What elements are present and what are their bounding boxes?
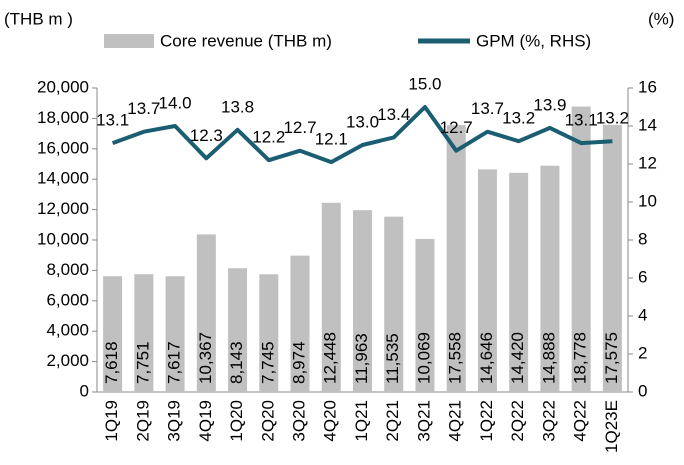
bar [384,216,404,392]
bar-value-label: 17,558 [446,332,465,384]
x-tick-label: 2Q22 [508,400,527,442]
y2-tick-label: 8 [638,229,647,248]
legend-label: GPM (%, RHS) [476,31,591,50]
bar [321,202,341,392]
bar [602,124,622,393]
bar-value-label: 7,751 [133,341,152,384]
y-tick-label: 14,000 [37,169,89,188]
x-tick-label: 2Q19 [133,400,152,442]
x-tick-label: 1Q23E [602,400,621,453]
x-tick-label: 2Q21 [383,400,402,442]
y2-axis-title: (%) [648,9,674,28]
line-value-label: 13.2 [502,109,535,128]
y-tick-label: 6,000 [46,290,89,309]
y-tick-label: 18,000 [37,108,89,127]
x-tick-label: 3Q22 [539,400,558,442]
line-value-label: 12.3 [190,126,223,145]
x-tick-label: 4Q19 [196,400,215,442]
y2-tick-label: 4 [638,305,647,324]
bar [571,106,591,392]
bar [446,125,466,392]
bar-value-label: 7,618 [102,341,121,384]
x-tick-label: 1Q22 [477,400,496,442]
y-tick-label: 8,000 [46,260,89,279]
y-tick-label: 2,000 [46,351,89,370]
y2-tick-label: 2 [638,343,647,362]
bar [415,238,435,392]
x-tick-label: 3Q19 [165,400,184,442]
line-value-label: 13.8 [221,97,254,116]
legend-swatch [104,34,154,48]
x-tick-label: 1Q20 [227,400,246,442]
bar-value-label: 14,646 [477,332,496,384]
legend-label: Core revenue (THB m) [160,31,332,50]
bar-value-label: 14,420 [508,332,527,384]
bar-value-label: 14,888 [539,332,558,384]
bar [290,255,310,392]
y2-tick-label: 12 [638,153,657,172]
bar-value-label: 10,069 [414,332,433,384]
bar-value-label: 11,963 [352,333,371,384]
line-value-label: 12.2 [252,128,285,147]
line [111,105,613,165]
bar [509,172,529,392]
x-tick-label: 2Q20 [258,400,277,442]
bar-value-label: 18,778 [571,332,590,384]
y-tick-label: 10,000 [37,229,89,248]
line-value-label: 14.0 [159,93,192,112]
y-axis-title: (THB m ) [4,9,73,28]
line-value-label: 13.1 [565,111,598,130]
y-tick-label: 12,000 [37,199,89,218]
line-value-label: 13.7 [471,99,504,118]
bar [165,276,185,392]
y2-tick-label: 0 [638,381,647,400]
x-tick-label: 3Q21 [414,400,433,442]
x-tick-label: 4Q21 [446,400,465,442]
y2-tick-label: 6 [638,267,647,286]
line-value-label: 13.9 [533,95,566,114]
bar-value-label: 7,745 [258,341,277,384]
y2-tick-label: 14 [638,115,657,134]
line-value-label: 13.4 [377,105,410,124]
bar-value-label: 12,448 [321,332,340,384]
x-tick-label: 4Q22 [571,400,590,442]
line-value-label: 13.2 [596,109,629,128]
bar-value-label: 7,617 [165,341,184,384]
bar [353,210,372,392]
bar [259,274,279,392]
line-value-label: 13.0 [346,112,379,131]
x-tick-label: 4Q20 [321,400,340,442]
bar-value-label: 8,974 [290,341,309,384]
bar [228,268,248,392]
y2-tick-label: 16 [638,77,657,96]
y-tick-label: 16,000 [37,138,89,157]
bar-value-label: 10,367 [196,332,215,384]
bar-value-label: 8,143 [227,341,246,384]
y-tick-label: 4,000 [46,321,89,340]
line-value-label: 13.7 [127,99,160,118]
y-tick-label: 20,000 [37,77,89,96]
bar [196,234,216,392]
bar [103,276,123,392]
bar-value-label: 11,535 [383,333,402,384]
line-value-label: 12.1 [315,130,348,149]
bar [540,165,560,392]
line-value-label: 15.0 [408,74,441,93]
y-tick-label: 0 [80,381,89,400]
bar [477,169,497,392]
bar [134,274,154,392]
line-value-label: 13.1 [96,111,129,130]
y2-tick-label: 10 [638,191,657,210]
line-value-label: 12.7 [440,118,473,137]
bar-value-label: 17,575 [602,332,621,384]
line-value-label: 12.7 [283,118,316,137]
x-tick-label: 3Q20 [290,400,309,442]
x-tick-label: 1Q21 [352,400,371,442]
x-tick-label: 1Q19 [102,400,121,442]
